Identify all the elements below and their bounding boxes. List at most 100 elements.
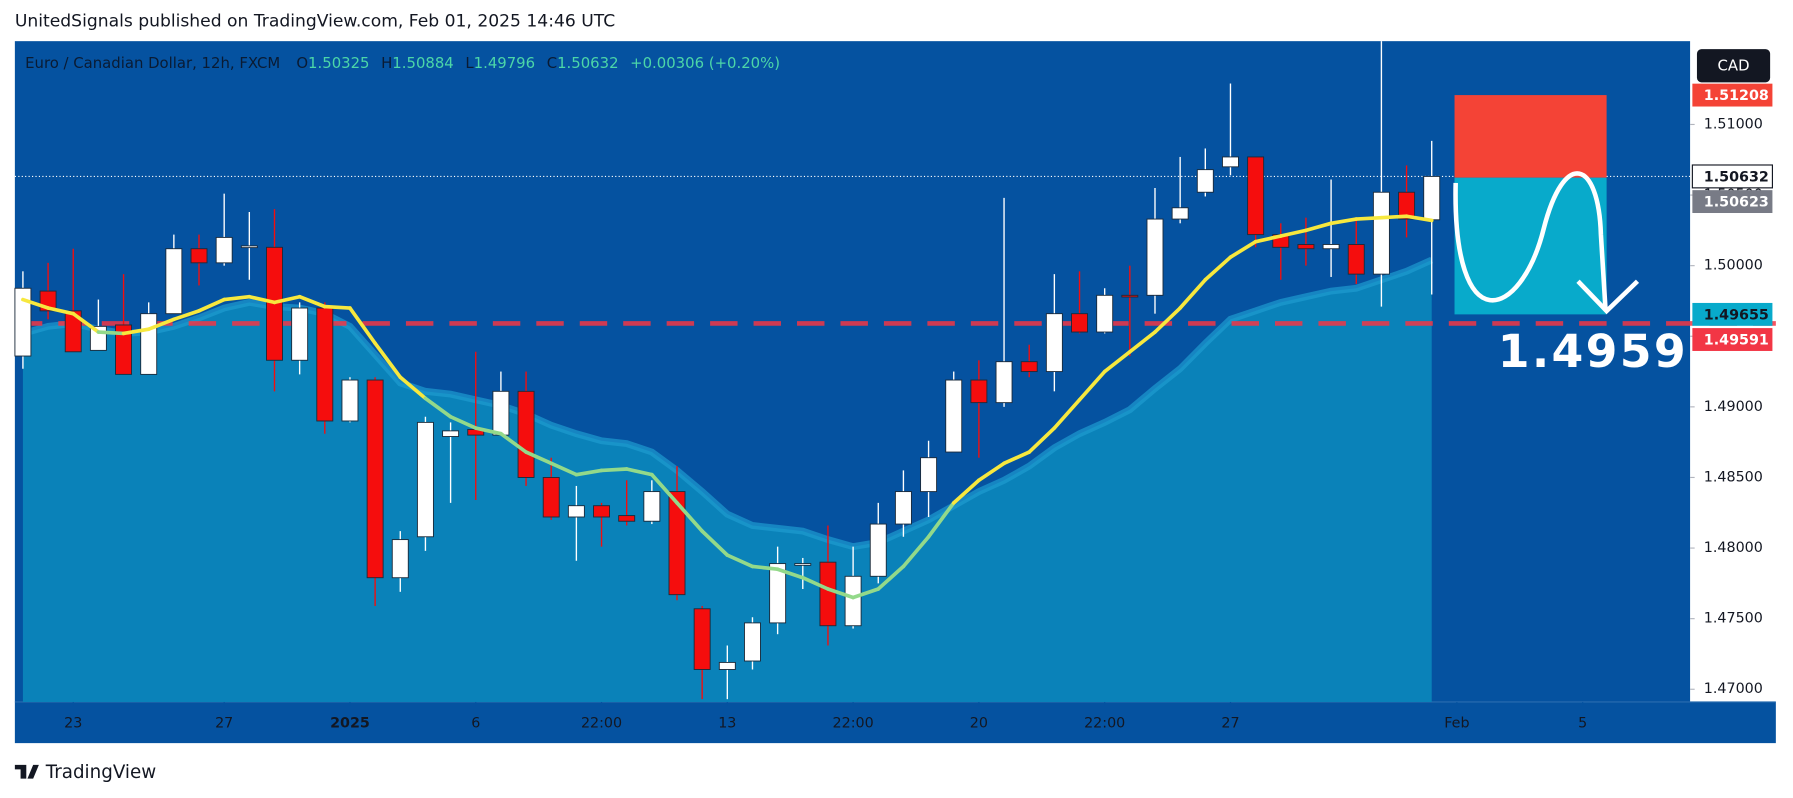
annotation: 1.4959: [1498, 325, 1688, 378]
ema-fast-line: [1329, 217, 1359, 226]
candle-body: [316, 307, 334, 422]
y-tick-label: 1.48000: [1704, 540, 1763, 556]
x-tick-label: 6: [471, 716, 480, 732]
ema-fast-line: [96, 330, 126, 336]
logo-icon: [14, 764, 39, 779]
ema-fast-line: [1178, 277, 1208, 310]
price-label: 1.51208: [1704, 88, 1769, 104]
ema-fast-line: [1354, 215, 1384, 221]
ohlc-value: 1.50325: [308, 54, 369, 72]
ema-fast-line: [473, 426, 503, 436]
candle-body: [970, 379, 988, 404]
candle-body: [1347, 244, 1365, 275]
ema-fast-line: [549, 461, 579, 477]
candle-body: [1423, 175, 1441, 221]
candle-body: [140, 313, 158, 375]
ema-fast-line: [1052, 397, 1082, 430]
candle-body: [1322, 244, 1340, 250]
candle-body: [894, 491, 912, 525]
x-tick-label: Feb: [1444, 716, 1469, 732]
plot: 1.4959: [14, 41, 1776, 702]
candle-body: [341, 379, 359, 422]
price-label: 1.49591: [1704, 333, 1769, 349]
candle-body: [1222, 156, 1239, 168]
candle-body: [1071, 313, 1088, 333]
candle-body: [165, 248, 183, 315]
ohlc-letter: O: [296, 54, 308, 72]
ema-fast-line: [1278, 228, 1308, 238]
currency-box: [1696, 49, 1771, 83]
ema-fast-line: [1027, 426, 1057, 454]
ema-fast-line: [1228, 239, 1258, 260]
candle-body: [844, 575, 862, 627]
y-tick-label: 1.47000: [1704, 681, 1763, 697]
candle-body: [1372, 191, 1390, 275]
candle-body: [794, 563, 812, 566]
candle-body: [769, 563, 787, 624]
candle-body: [693, 608, 711, 670]
candle-body: [869, 523, 887, 577]
candle-body: [366, 379, 384, 579]
ema-fast-line: [398, 375, 428, 401]
ema-fast-line: [197, 297, 227, 313]
ema-fast-line: [775, 567, 805, 580]
candle-body: [1020, 361, 1038, 373]
candle-body: [517, 390, 535, 478]
candle-body: [995, 361, 1013, 404]
candle-body: [1096, 294, 1114, 333]
ema-fast-line: [1304, 221, 1333, 233]
ema-fast-line: [297, 294, 327, 309]
candle-body: [1398, 191, 1416, 220]
price-label: 1.49655: [1704, 308, 1769, 324]
ema-slow-line: [21, 256, 1434, 551]
ema-fast-line: [71, 311, 101, 334]
arrow: [1453, 171, 1608, 309]
ema-fast-line: [247, 294, 277, 305]
ema-fast-line: [1153, 306, 1182, 334]
x-tick-label: 27: [1221, 716, 1239, 732]
ema-fast-line: [901, 534, 931, 569]
y-tick-label: 1.50000: [1704, 258, 1763, 274]
ema-fast-line: [750, 564, 780, 572]
y-tick-label: 1.48500: [1704, 469, 1763, 485]
ema-fast-line: [1379, 214, 1409, 220]
ema-fast-line: [448, 414, 478, 430]
ema-fast-line: [725, 553, 755, 569]
legend: Euro / Canadian Dollar, 12h, FXCM O1.503…: [25, 54, 780, 72]
ema-fast-line: [599, 467, 629, 473]
ohlc-value: 1.50884: [392, 54, 453, 72]
ema-fast-line: [1102, 349, 1132, 374]
candle-body: [618, 515, 636, 522]
candle-body: [542, 477, 560, 518]
candle-body: [945, 379, 963, 453]
symbol-title: Euro / Canadian Dollar, 12h, FXCM: [25, 54, 280, 72]
ema-fast-line: [977, 461, 1006, 483]
ema-fast-line: [1203, 255, 1233, 282]
ema-fast-line: [1128, 330, 1157, 354]
candle-body: [492, 390, 510, 436]
price-label: 1.50632: [1704, 170, 1769, 186]
price-label-box: [1692, 83, 1773, 107]
ema-fast-line: [951, 478, 981, 505]
candle-body: [14, 287, 32, 357]
candle-body: [668, 491, 686, 596]
ema-fast-line: [1002, 450, 1032, 466]
ema-fast-line: [46, 306, 76, 316]
header: UnitedSignals published on TradingView.c…: [15, 12, 615, 32]
ohlc-letter: L: [465, 54, 474, 72]
ema-fast-line: [21, 297, 50, 310]
candle-body: [1121, 294, 1139, 298]
ema-fast-line: [222, 294, 252, 302]
price-label-box: [1692, 190, 1773, 214]
change: +0.00306 (+0.20%): [630, 54, 780, 72]
ema-fast-line: [624, 467, 654, 477]
candle-body: [1196, 169, 1214, 193]
ema-fast-line: [348, 306, 377, 346]
ema-fast-line: [675, 501, 704, 533]
x-tick-label: 20: [970, 716, 988, 732]
price-label: 1.50623: [1704, 195, 1769, 211]
target-zone: [1454, 177, 1607, 315]
footer: TradingView: [45, 762, 157, 783]
